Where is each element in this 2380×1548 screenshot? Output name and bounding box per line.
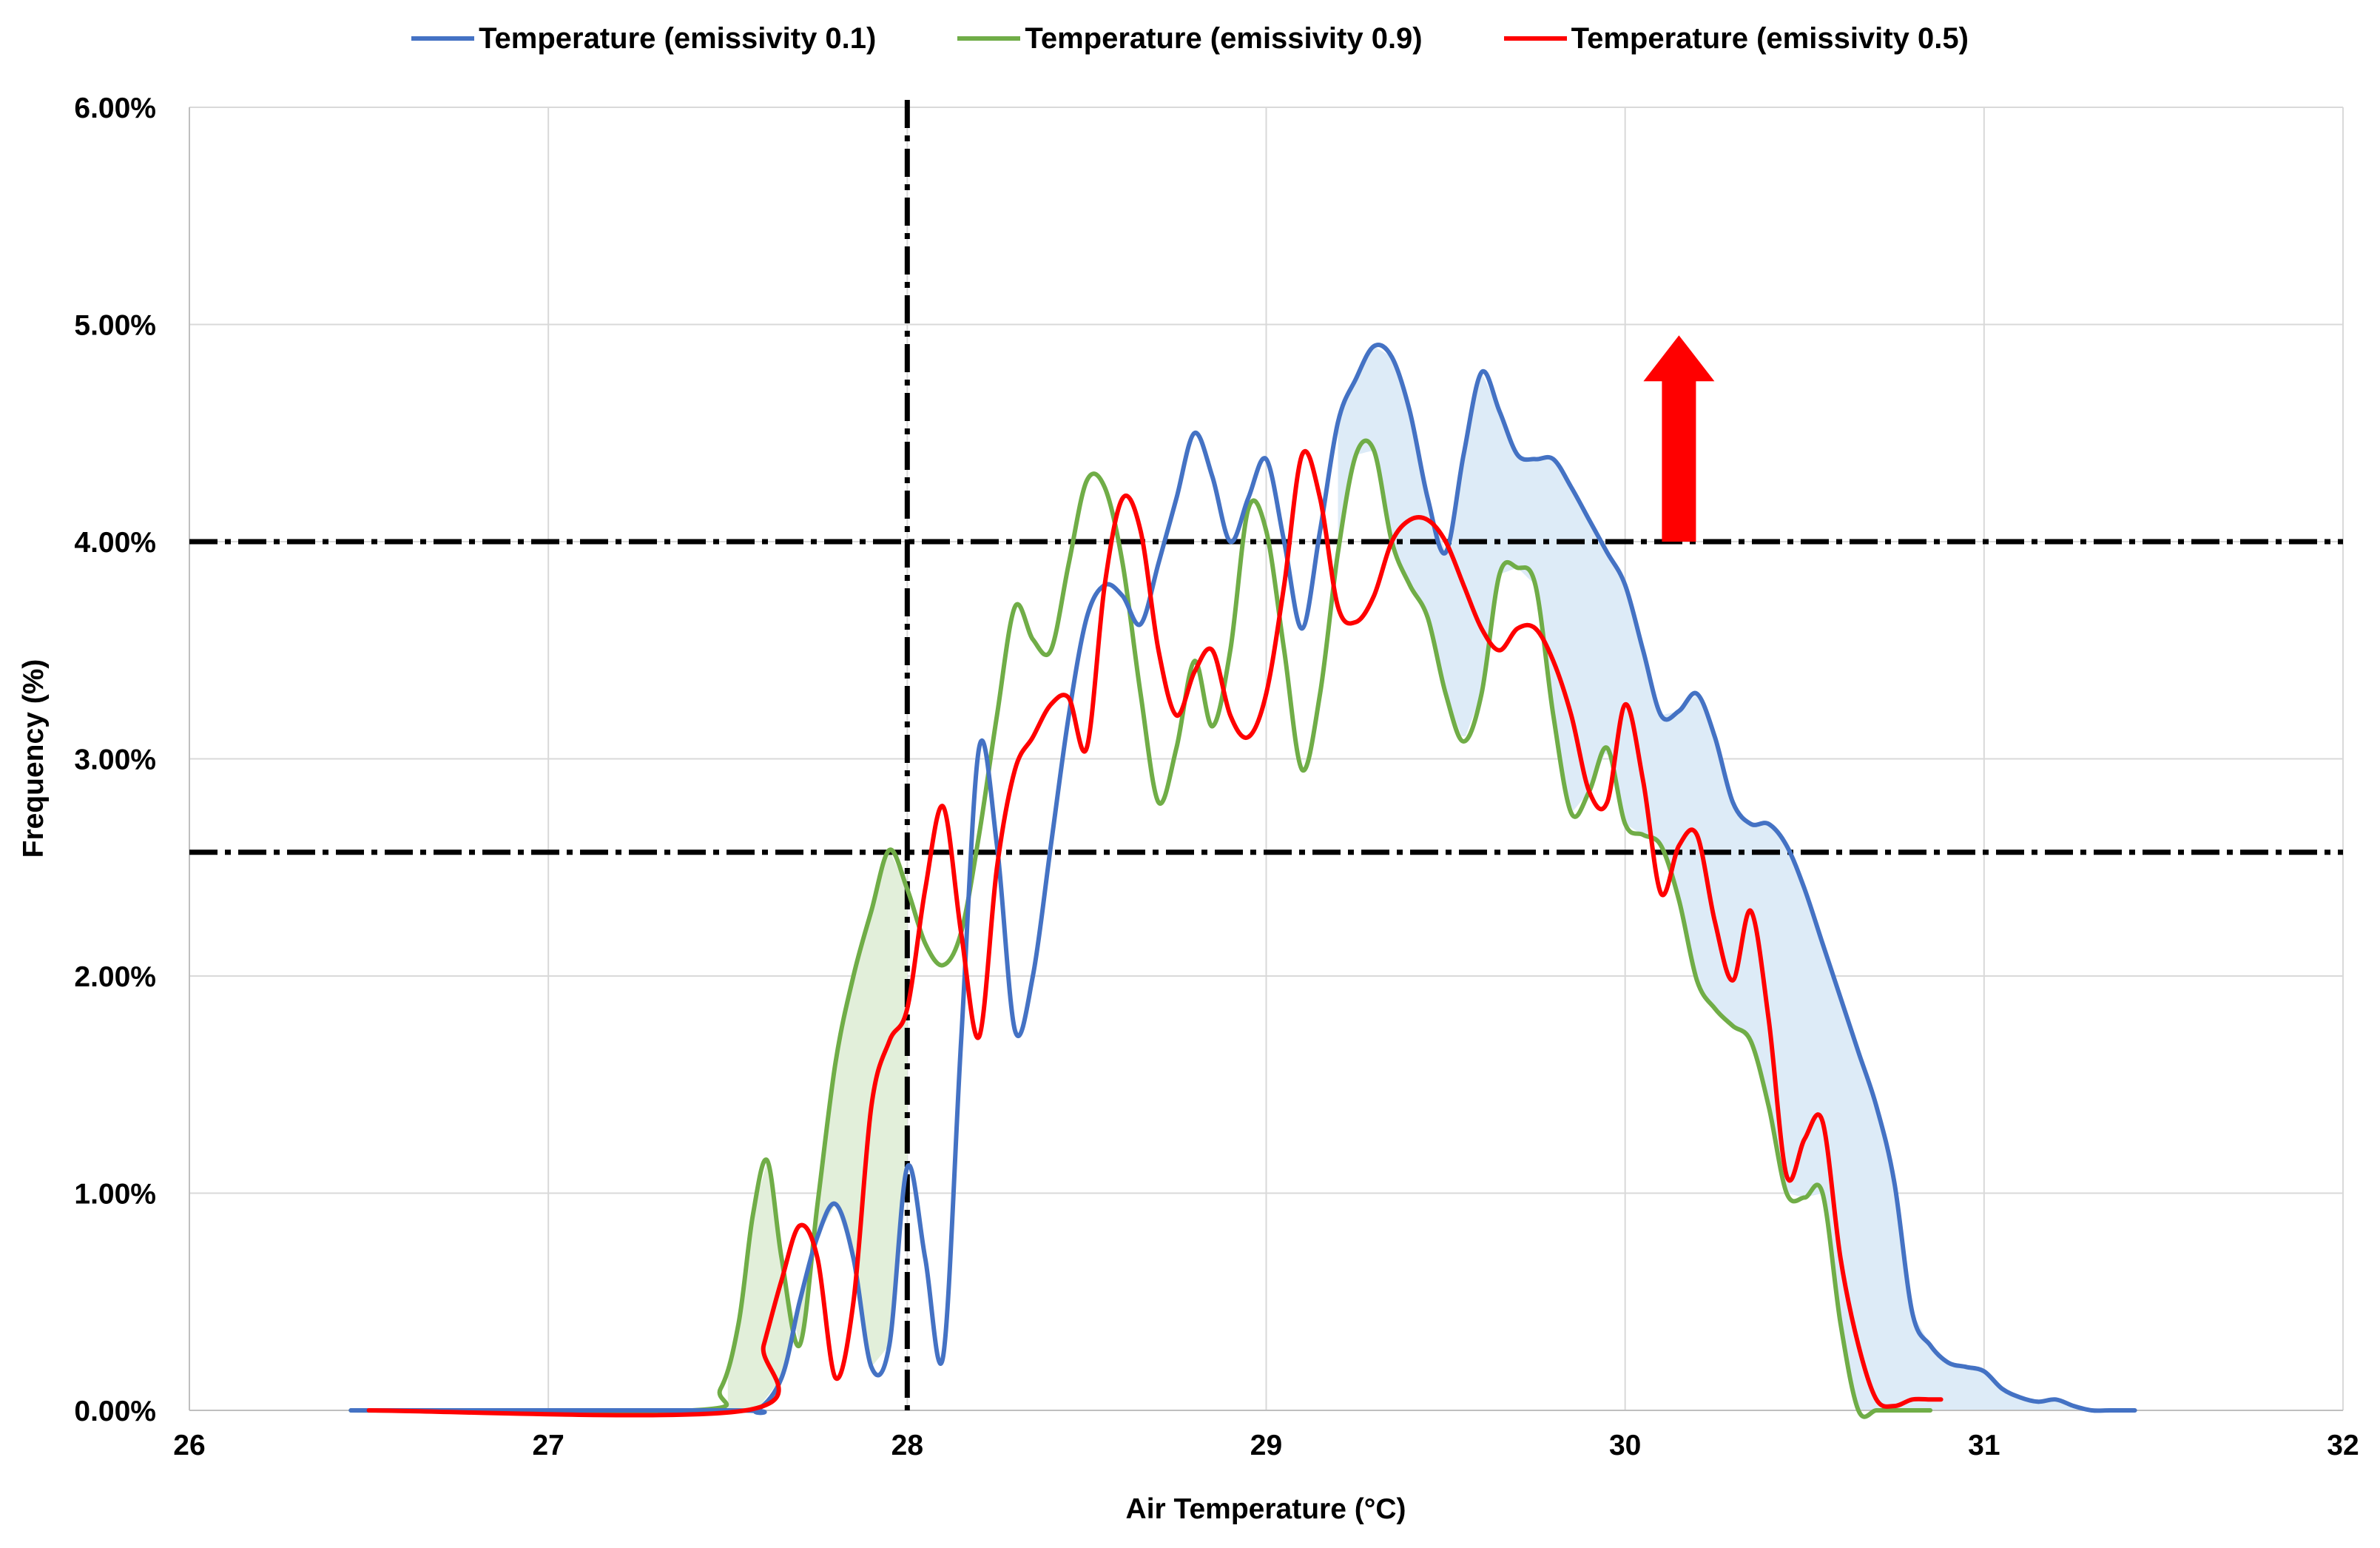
blue-shaded-band — [1338, 346, 2135, 1410]
legend-label: Temperature (emissivity 0.9) — [1025, 21, 1423, 55]
series-line-emissivity-0-1 — [348, 343, 2137, 1416]
legend-label: Temperature (emissivity 0.1) — [479, 21, 877, 55]
y-tick-label: 0.00% — [74, 1396, 156, 1427]
x-tick-label: 31 — [1968, 1430, 2000, 1461]
y-tick-label: 4.00% — [74, 527, 156, 559]
y-tick-label: 2.00% — [74, 961, 156, 993]
gridlines — [189, 107, 2344, 1411]
up-arrow-shape — [1643, 335, 1715, 542]
x-axis-title: Air Temperature (°C) — [1126, 1493, 1406, 1525]
x-tick-label: 30 — [1609, 1430, 1641, 1461]
y-tick-label: 3.00% — [74, 744, 156, 776]
y-tick-label: 5.00% — [74, 310, 156, 342]
y-tick-label: 1.00% — [74, 1179, 156, 1211]
legend-item-emissivity-0-1: Temperature (emissivity 0.1) — [411, 22, 876, 55]
x-tick-label: 28 — [891, 1430, 923, 1461]
legend-swatch-blue — [411, 36, 475, 41]
series-line-emissivity-0-9 — [348, 438, 1933, 1419]
shaded-bands — [727, 346, 2135, 1410]
legend-label: Temperature (emissivity 0.5) — [1571, 21, 1969, 55]
x-tick-label: 32 — [2327, 1430, 2359, 1461]
legend-item-emissivity-0-5: Temperature (emissivity 0.5) — [1503, 21, 1969, 55]
green-shaded-band — [727, 849, 908, 1410]
series-lines — [348, 343, 2137, 1419]
y-axis-title: Frequency (%) — [18, 659, 50, 858]
x-tick-label: 26 — [173, 1430, 205, 1461]
up-arrow-annotation — [1643, 335, 1715, 542]
x-tick-label: 27 — [532, 1430, 564, 1461]
legend-swatch-red — [1503, 36, 1567, 41]
series-line-emissivity-0-5 — [366, 448, 1944, 1418]
legend-item-emissivity-0-9: Temperature (emissivity 0.9) — [957, 21, 1423, 55]
y-tick-label: 6.00% — [74, 92, 156, 124]
x-tick-label: 29 — [1250, 1430, 1282, 1461]
legend-swatch-green — [957, 36, 1021, 41]
reference-lines — [189, 100, 2343, 1410]
y-tick-labels: 0.00% 1.00% 2.00% 3.00% 4.00% 5.00% 6.00% — [74, 92, 156, 1427]
legend: Temperature (emissivity 0.1) Temperature… — [0, 16, 2380, 61]
x-tick-labels: 26 27 28 29 30 31 32 — [173, 1430, 2359, 1461]
